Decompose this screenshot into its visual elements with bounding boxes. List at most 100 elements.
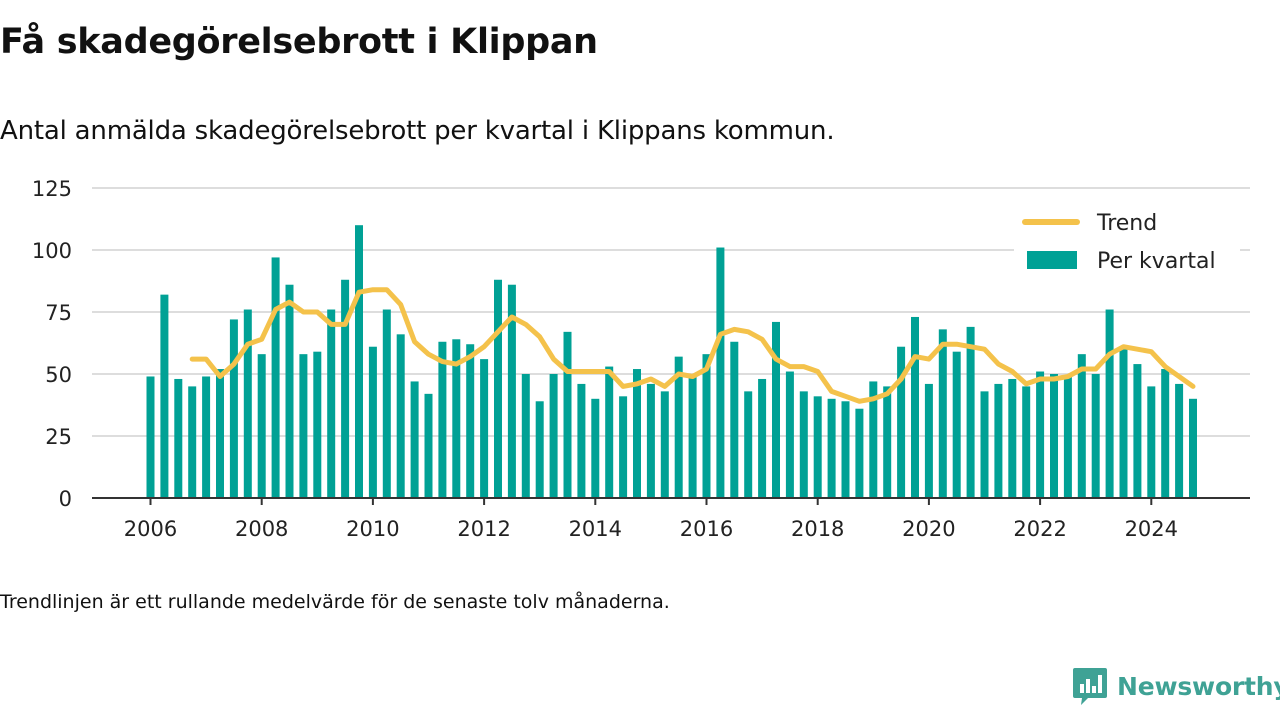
bar	[146, 376, 155, 498]
x-tick-label: 2018	[791, 517, 844, 541]
x-tick-label: 2010	[346, 517, 399, 541]
x-tick-label: 2020	[902, 517, 955, 541]
bar	[813, 396, 822, 498]
bar	[1119, 349, 1128, 498]
y-tick-label: 25	[45, 425, 72, 449]
bar	[758, 378, 767, 498]
bar-series	[146, 225, 1197, 498]
x-tick-label: 2024	[1125, 517, 1178, 541]
x-tick-label: 2008	[235, 517, 288, 541]
bar	[424, 393, 433, 498]
bar	[924, 383, 933, 498]
bar	[1161, 369, 1170, 498]
bar	[535, 401, 544, 498]
trend-line	[189, 287, 1196, 404]
bar	[952, 351, 961, 498]
bar	[480, 359, 489, 498]
bar	[1133, 364, 1142, 498]
x-axis-ticks: 2006 2008 2010 2012 2014 2016 2018 2020 2022 2024	[124, 498, 1178, 541]
bar	[313, 351, 322, 498]
x-tick-label: 2014	[569, 517, 622, 541]
bar	[716, 247, 725, 498]
bar	[841, 401, 850, 498]
bar	[1008, 378, 1017, 498]
bar	[1077, 354, 1086, 498]
y-tick-label: 100	[32, 239, 72, 263]
x-tick-label: 2016	[680, 517, 733, 541]
bar	[702, 354, 711, 498]
bar	[494, 279, 502, 498]
legend-label-trend: Trend	[1096, 211, 1157, 236]
bar	[730, 341, 739, 498]
bar	[466, 344, 475, 498]
bar	[327, 309, 336, 498]
y-axis-ticks: 0 25 50 75 100 125	[32, 177, 72, 511]
bar	[410, 381, 419, 498]
chart-title: Få skadegörelsebrott i Klippan	[0, 22, 598, 62]
bar	[160, 294, 169, 498]
bar	[396, 334, 405, 498]
bar	[605, 366, 614, 498]
y-tick-label: 50	[45, 363, 72, 387]
bar-chart-speech-bubble-icon	[1073, 668, 1107, 705]
bar	[911, 316, 919, 498]
bar	[577, 383, 586, 498]
bar	[966, 326, 975, 498]
brand-logo: Newsworthy	[1072, 666, 1280, 706]
chart-subtitle: Antal anmälda skadegörelsebrott per kvar…	[0, 116, 835, 146]
bar	[938, 329, 947, 498]
bar	[368, 346, 377, 498]
bar	[1063, 376, 1072, 498]
bar	[341, 279, 350, 498]
bar	[591, 398, 600, 498]
bar	[897, 346, 906, 498]
bar	[549, 374, 558, 498]
x-tick-label: 2022	[1013, 517, 1066, 541]
bar	[799, 391, 808, 498]
bar	[1091, 374, 1100, 498]
bar	[994, 383, 1003, 498]
x-tick-label: 2012	[457, 517, 510, 541]
bar	[1036, 371, 1045, 498]
x-tick-label: 2006	[124, 517, 177, 541]
bar	[452, 339, 461, 498]
bar	[633, 369, 641, 498]
bar	[772, 321, 780, 498]
bar	[785, 371, 794, 498]
bar	[188, 386, 197, 498]
y-tick-label: 0	[59, 487, 72, 511]
bar	[202, 376, 211, 498]
bar	[1175, 383, 1184, 498]
bar	[229, 319, 238, 498]
brand-name: Newsworthy	[1117, 671, 1280, 701]
bar	[674, 356, 683, 498]
y-tick-label: 125	[32, 177, 72, 201]
bar	[827, 398, 836, 498]
legend-background	[1014, 202, 1240, 288]
bar	[257, 354, 266, 498]
bar	[174, 378, 183, 498]
bar	[243, 309, 252, 498]
bar	[563, 331, 572, 498]
bar	[438, 341, 447, 498]
bar	[869, 381, 878, 498]
bar	[646, 383, 655, 498]
bar	[507, 284, 516, 498]
bar	[271, 257, 280, 498]
y-tick-label: 75	[45, 301, 72, 325]
footnote: Trendlinjen är ett rullande medelvärde f…	[0, 591, 670, 613]
bar	[688, 376, 697, 498]
bar	[1147, 386, 1156, 498]
legend-label-bars: Per kvartal	[1097, 249, 1216, 274]
legend-swatch-bars	[1027, 251, 1077, 269]
bar	[355, 225, 363, 498]
bar	[1022, 386, 1031, 498]
bar	[1189, 398, 1197, 498]
legend: Trend Per kvartal	[1014, 202, 1240, 288]
bar	[216, 369, 224, 498]
bar	[855, 408, 864, 498]
bar	[382, 309, 391, 498]
bar	[619, 396, 628, 498]
bar	[1105, 309, 1114, 498]
